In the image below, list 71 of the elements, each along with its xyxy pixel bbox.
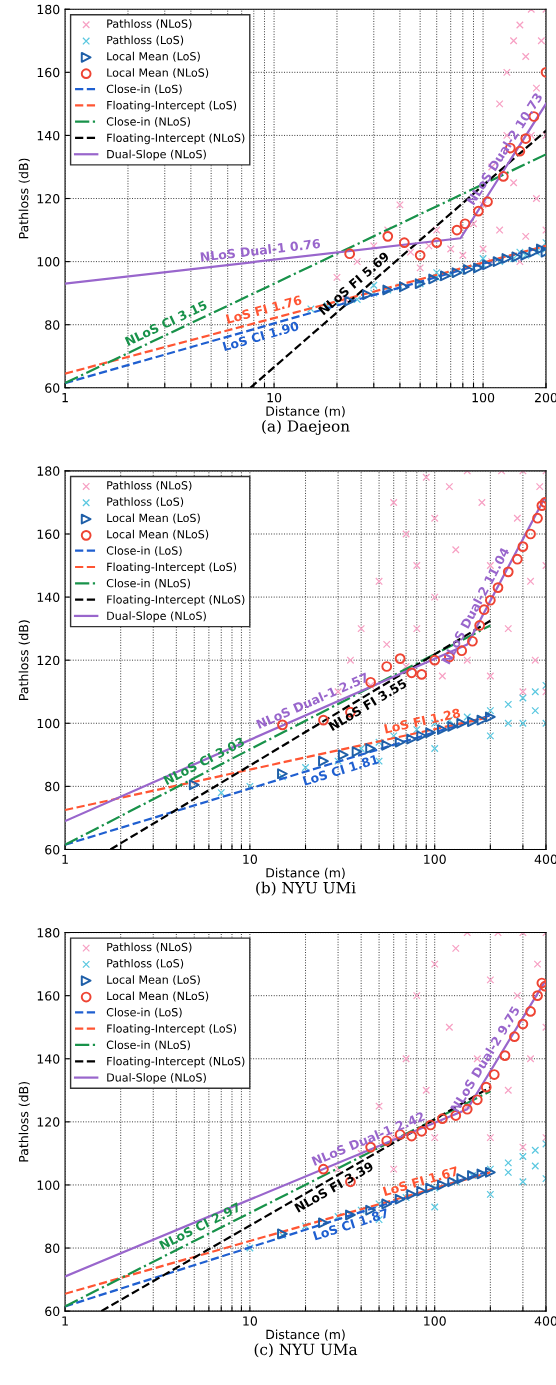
legend-label: Floating-Intercept (NLoS) xyxy=(107,133,245,145)
annotation: LoS CI 1.81 xyxy=(302,754,379,786)
annotation: LoS CI 1.87 xyxy=(312,1208,389,1241)
x-tick-label: 10 xyxy=(243,854,258,864)
text: (c) NYU UMa xyxy=(254,1343,358,1358)
y-tick-label: 100 xyxy=(37,1180,60,1190)
legend-label: Close-in (NLoS) xyxy=(106,1040,190,1051)
x-tick-label: 100 xyxy=(424,854,446,864)
text: (a) Daejeon xyxy=(262,419,350,435)
y-axis-title: Pathloss (dB) xyxy=(18,158,30,239)
legend-label: Local Mean (NLoS) xyxy=(107,529,209,540)
x-axis-title: Distance (m) xyxy=(266,867,345,879)
y-tick-label: 100 xyxy=(37,718,60,729)
y-tick-label: 80 xyxy=(45,781,60,792)
legend-label: Close-in (NLoS) xyxy=(106,117,190,127)
legend-label: Close-in (LoS) xyxy=(106,1007,182,1018)
legend-label: Local Mean (LoS) xyxy=(107,975,200,986)
legend-label: Local Mean (LoS) xyxy=(107,513,200,524)
x-tick-label: 1 xyxy=(62,854,68,864)
y-tick-label: 140 xyxy=(37,130,60,141)
legend-label: Close-in (NLoS) xyxy=(106,578,190,589)
text: (b) NYU UMi xyxy=(256,881,356,896)
y-tick-label: 60 xyxy=(45,1306,60,1317)
legend-label: Floating-Intercept (LoS) xyxy=(107,1024,237,1035)
y-tick-label: 60 xyxy=(45,844,60,855)
legend-label: Local Mean (NLoS) xyxy=(107,991,209,1002)
y-tick-label: 140 xyxy=(37,1054,60,1064)
x-tick-label: 10 xyxy=(243,1316,258,1326)
y-tick-label: 180 xyxy=(37,466,60,476)
y-tick-label: 100 xyxy=(37,257,60,267)
y-tick-label: 120 xyxy=(37,193,60,204)
y-tick-label: 160 xyxy=(37,67,60,78)
legend-label: Pathloss (LoS) xyxy=(107,958,184,969)
legend-label: Pathloss (NLoS) xyxy=(107,942,192,953)
legend-label: Local Mean (NLoS) xyxy=(107,68,209,79)
legend-label: Floating-Intercept (LoS) xyxy=(107,100,237,112)
y-tick-label: 120 xyxy=(37,1117,60,1127)
y-tick-label: 80 xyxy=(45,1243,60,1253)
y-tick-label: 120 xyxy=(37,655,60,666)
annotation: LoS FI 1.28 xyxy=(384,708,461,734)
y-tick-label: 180 xyxy=(37,4,60,15)
legend-label: Local Mean (LoS) xyxy=(107,51,200,62)
y-tick-label: 80 xyxy=(45,320,60,330)
annotation: NLoS Dual-1 0.76 xyxy=(200,238,321,262)
legend-label: Floating-Intercept (NLoS) xyxy=(107,595,245,606)
y-tick-label: 180 xyxy=(37,928,60,938)
y-tick-label: 160 xyxy=(37,529,60,539)
legend-label: Dual-Slope (NLoS) xyxy=(107,149,206,161)
x-tick-label: 10 xyxy=(267,392,282,403)
x-axis-title: Distance (m) xyxy=(266,406,345,418)
legend-label: Dual-Slope (NLoS) xyxy=(107,1073,206,1084)
legend-label: Floating-Intercept (LoS) xyxy=(107,562,237,574)
x-tick-label: 100 xyxy=(472,392,495,403)
legend-label: Floating-Intercept (NLoS) xyxy=(107,1056,245,1068)
y-tick-label: 160 xyxy=(37,991,60,1001)
y-axis-title: Pathloss (dB) xyxy=(18,1082,30,1162)
x-tick-label: 1 xyxy=(62,1316,68,1326)
x-tick-label: 1 xyxy=(62,393,68,403)
legend-label: Close-in (LoS) xyxy=(106,546,182,557)
annotation: LoS FI 1.67 xyxy=(382,1166,459,1197)
legend-label: Pathloss (LoS) xyxy=(107,35,184,46)
x-axis-title: Distance (m) xyxy=(266,1329,345,1341)
x-tick-label: 100 xyxy=(424,1316,446,1326)
legend-label: Close-in (LoS) xyxy=(106,84,182,95)
y-tick-label: 60 xyxy=(45,383,60,393)
legend-label: Pathloss (LoS) xyxy=(107,497,184,508)
y-tick-label: 140 xyxy=(37,592,60,603)
legend-label: Dual-Slope (NLoS) xyxy=(107,611,206,623)
legend-label: Pathloss (NLoS) xyxy=(107,480,192,491)
y-axis-title: Pathloss (dB) xyxy=(18,620,30,700)
legend-label: Pathloss (NLoS) xyxy=(107,19,192,30)
